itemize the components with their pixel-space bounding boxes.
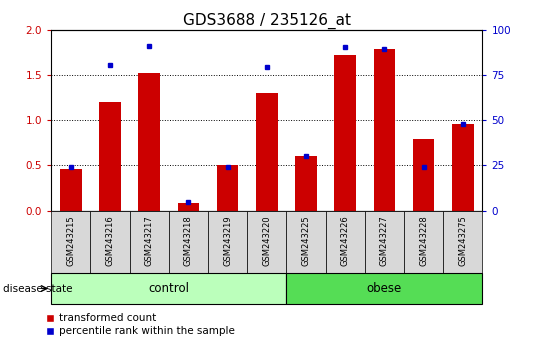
Text: GSM243226: GSM243226 [341, 215, 350, 266]
Text: GSM243218: GSM243218 [184, 215, 193, 266]
Bar [374, 49, 395, 211]
Bar [452, 124, 474, 211]
Bar [60, 169, 81, 211]
Bar [169, 211, 208, 273]
Bar [413, 139, 434, 211]
Bar [365, 211, 404, 273]
Text: GSM243225: GSM243225 [301, 215, 310, 266]
Text: GSM243228: GSM243228 [419, 215, 428, 266]
Bar [326, 211, 365, 273]
Bar [208, 211, 247, 273]
Bar [443, 211, 482, 273]
Text: disease state: disease state [3, 284, 72, 293]
Text: GSM243275: GSM243275 [458, 215, 467, 266]
Text: obese: obese [367, 282, 402, 295]
Bar [286, 273, 482, 304]
Bar [99, 102, 121, 211]
Bar [51, 273, 286, 304]
Bar [404, 211, 443, 273]
Bar [217, 166, 238, 211]
Text: control: control [148, 282, 189, 295]
Bar [51, 211, 91, 273]
Text: GSM243217: GSM243217 [144, 215, 154, 266]
Bar [295, 155, 317, 211]
Title: GDS3688 / 235126_at: GDS3688 / 235126_at [183, 12, 351, 29]
Bar [91, 211, 129, 273]
Text: GSM243216: GSM243216 [106, 215, 114, 266]
Bar [256, 93, 278, 211]
Bar [139, 73, 160, 211]
Bar [178, 204, 199, 211]
Text: GSM243227: GSM243227 [380, 215, 389, 266]
Bar [129, 211, 169, 273]
Bar [334, 55, 356, 211]
Bar [286, 211, 326, 273]
Text: GSM243220: GSM243220 [262, 215, 271, 266]
Legend: transformed count, percentile rank within the sample: transformed count, percentile rank withi… [46, 313, 235, 336]
Text: GSM243219: GSM243219 [223, 215, 232, 266]
Text: GSM243215: GSM243215 [66, 215, 75, 266]
Bar [247, 211, 286, 273]
